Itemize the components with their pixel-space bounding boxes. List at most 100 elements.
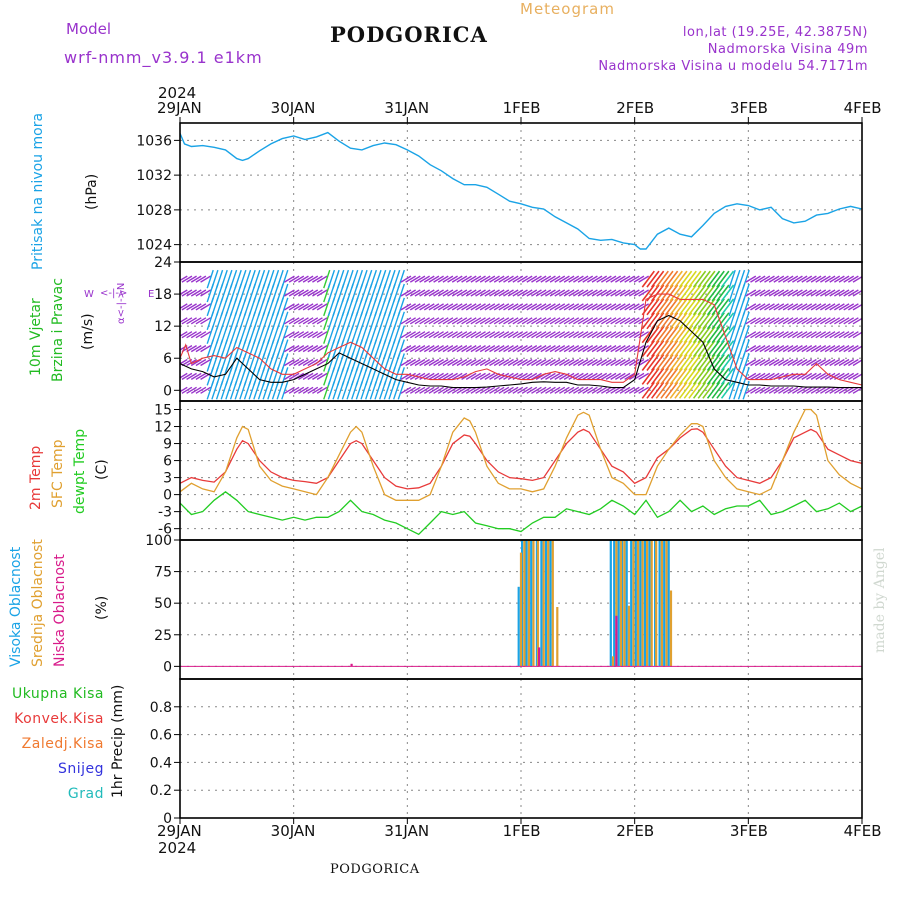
wind-barb	[664, 284, 679, 302]
wind-barb	[582, 358, 594, 367]
wind-barb	[180, 289, 188, 296]
wind-barb	[442, 317, 454, 325]
wind-barb	[470, 372, 482, 381]
wind-barb	[674, 270, 688, 288]
wind-barb	[302, 289, 314, 297]
wind-barb	[688, 298, 702, 316]
wind-barb	[433, 358, 444, 367]
wind-barb	[655, 312, 669, 330]
wind-barb	[549, 303, 561, 311]
wind-barb	[720, 270, 735, 288]
wind-barb	[451, 331, 463, 339]
wind-barb	[587, 386, 598, 394]
wind-barb	[281, 297, 289, 317]
wind-barb	[186, 331, 197, 339]
wind-barb	[456, 331, 468, 339]
wind-barb	[288, 289, 300, 297]
wind-barb	[706, 326, 721, 344]
wind-barb	[312, 372, 323, 381]
wind-barb	[239, 269, 247, 289]
wind-barb	[778, 345, 789, 353]
wind-barb	[664, 340, 679, 358]
wind-barb	[545, 303, 556, 311]
wind-barb	[750, 386, 761, 394]
wind-barb	[559, 358, 570, 367]
cloud-bar	[669, 590, 673, 667]
wind-barb	[646, 354, 660, 371]
wind-barb	[801, 275, 813, 283]
wind-barb	[688, 340, 702, 358]
wind-barb	[624, 303, 636, 311]
wind-barb	[843, 289, 855, 297]
wind-barb	[764, 331, 775, 339]
wind-barb	[451, 289, 463, 297]
wind-barb	[773, 303, 785, 311]
wind-barb	[706, 354, 721, 371]
wind-barb	[433, 386, 444, 394]
time-tick-label-bottom: 30JAN	[270, 822, 316, 840]
wind-barb	[614, 358, 626, 367]
wind-barb	[229, 269, 238, 289]
wind-barb	[806, 289, 817, 297]
wind-barb	[531, 372, 542, 381]
cloud-bar	[641, 540, 644, 667]
wind-barb	[720, 312, 735, 330]
wind-barb	[669, 340, 683, 358]
wind-barb	[447, 331, 458, 339]
wind-barb	[405, 303, 416, 311]
wind-barb	[316, 358, 328, 367]
wind-barb	[764, 303, 775, 311]
wind-barb	[298, 345, 309, 353]
wind-barb	[792, 358, 803, 367]
wind-barb	[716, 354, 730, 371]
wind-barb	[409, 331, 421, 339]
wind-barb	[796, 331, 808, 339]
cloud-bar	[549, 540, 552, 667]
wind-barb	[423, 289, 435, 297]
wind-barb	[759, 317, 771, 325]
y-tick-label: 0	[163, 383, 172, 399]
time-tick-label-top: 31JAN	[384, 99, 430, 117]
wind-barb	[716, 381, 730, 399]
wind-barb	[660, 298, 674, 316]
wind-barb	[281, 381, 289, 400]
wind-barb	[312, 275, 323, 283]
wind-barb	[503, 386, 514, 394]
wind-barb	[195, 303, 207, 311]
wind-barb	[503, 317, 514, 325]
wind-barb	[720, 354, 735, 371]
wind-barb	[475, 275, 486, 283]
wind-barb	[341, 269, 350, 289]
wind-barb	[312, 386, 323, 394]
wind-barb	[754, 331, 766, 339]
wind-barb	[764, 345, 775, 353]
cloud-bar	[646, 540, 649, 667]
wind-barb	[716, 270, 730, 288]
wind-barb	[577, 303, 589, 311]
wind-barb	[683, 326, 697, 344]
wind-barb	[759, 386, 771, 394]
wind-barb	[624, 317, 636, 325]
wind-barb	[829, 372, 841, 381]
y-tick-label: 1024	[136, 238, 172, 254]
wind-barb	[437, 331, 449, 339]
wind-barb	[302, 345, 314, 353]
wind-barb	[545, 275, 556, 283]
wind-barb	[768, 345, 780, 353]
wind-barb	[664, 326, 679, 344]
wind-barb	[447, 345, 458, 353]
wind-barb	[545, 372, 556, 381]
wind-barb	[848, 317, 859, 325]
wind-speed-line-red	[179, 293, 863, 386]
wind-barb	[801, 303, 813, 311]
wind-barb	[288, 331, 300, 339]
wind-barb	[316, 331, 328, 339]
wind-barb	[447, 372, 458, 381]
wind-barb	[517, 331, 528, 339]
wind-barb	[248, 269, 256, 289]
panel-frame	[179, 122, 863, 263]
wind-barb	[683, 298, 697, 316]
wind-barb	[587, 345, 598, 353]
wind-barb	[181, 275, 193, 283]
wind-barb	[796, 386, 808, 394]
